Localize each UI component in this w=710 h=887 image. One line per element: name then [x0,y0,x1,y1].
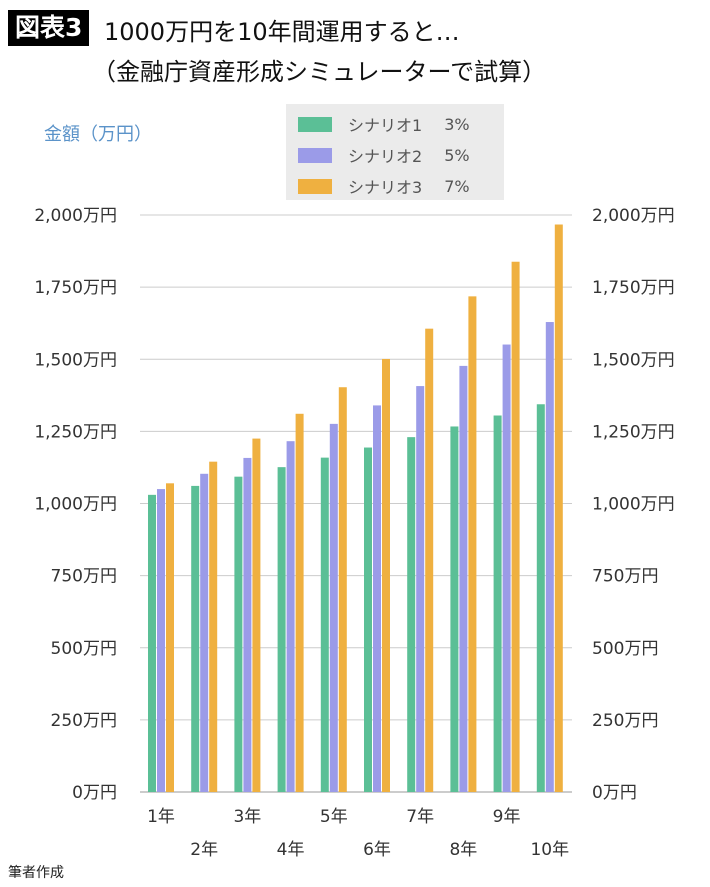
bar-2-7年 [416,386,425,792]
source-note: 筆者作成 [8,865,64,881]
y-tick-label-left: 1,000万円 [34,495,117,515]
x-tick-label: 2年 [190,840,218,860]
x-tick-label: 9年 [493,807,521,827]
bar-3-2年 [209,461,218,792]
bar-2-3年 [243,457,252,792]
x-tick-label: 1年 [147,807,175,827]
y-tick-label-right: 2,000万円 [592,206,675,226]
bar-2-9年 [502,344,511,792]
bar-1-10年 [536,404,545,792]
y-tick-label-left: 250万円 [51,711,117,731]
legend-rate: 7% [444,176,470,196]
y-tick-label-right: 1,250万円 [592,422,675,442]
bar-3-8年 [468,296,477,792]
bar-2-8年 [459,365,468,792]
legend: シナリオ1 3% シナリオ2 5% シナリオ3 7% [286,104,504,200]
bar-2-6年 [373,405,381,792]
y-tick-label-left: 1,750万円 [34,278,117,298]
bar-3-4年 [295,413,304,792]
bar-2-5年 [329,423,338,792]
y-tick-label-right: 1,000万円 [592,495,675,515]
legend-swatch [298,116,332,132]
y-tick-label-right: 1,500万円 [592,350,675,370]
x-tick-label: 5年 [320,807,348,827]
legend-item: シナリオ2 5% [298,143,470,167]
bar-2-10年 [545,322,554,792]
legend-label: シナリオ3 [348,178,423,197]
bar-3-5年 [338,387,347,792]
chart-title: 1000万円を10年間運用すると… [104,18,460,46]
bar-1-4年 [277,467,286,792]
bar-1-9年 [493,415,502,792]
bar-1-8年 [450,426,459,792]
figure-badge: 図表3 [8,10,90,46]
y-tick-label-left: 0万円 [72,783,117,803]
y-tick-label-right: 250万円 [592,711,658,731]
bar-3-9年 [511,261,520,792]
bar-2-1年 [157,489,165,792]
x-tick-label: 4年 [277,840,305,860]
y-tick-label-right: 1,750万円 [592,278,675,298]
y-tick-label-left: 500万円 [51,639,117,659]
bar-1-2年 [191,485,200,792]
x-tick-label: 7年 [406,807,434,827]
y-tick-label-right: 500万円 [592,639,658,659]
legend-label: シナリオ1 [348,116,423,135]
legend-item: シナリオ1 3% [298,112,470,136]
y-tick-label-right: 750万円 [592,567,658,587]
bar-2-4年 [286,441,295,792]
y-tick-label-left: 1,250万円 [34,422,117,442]
legend-swatch [298,178,332,194]
chart-subtitle: （金融庁資産形成シミュレーターで試算） [92,58,547,86]
y-tick-label-right: 0万円 [592,783,637,803]
bar-1-7年 [407,437,416,792]
bar-1-1年 [148,494,156,792]
y-tick-label-left: 2,000万円 [34,206,117,226]
bar-3-3年 [252,438,261,792]
x-tick-label: 3年 [233,807,261,827]
x-tick-label: 10年 [530,840,569,860]
x-tick-label: 6年 [363,840,391,860]
y-axis-label: 金額（万円） [44,124,152,145]
y-tick-label-left: 1,500万円 [34,350,117,370]
bar-3-10年 [554,224,563,792]
bar-1-3年 [234,476,243,792]
bar-3-1年 [166,483,174,792]
legend-item: シナリオ3 7% [298,174,470,198]
legend-rate: 5% [444,145,470,165]
bar-3-7年 [425,328,434,792]
legend-rate: 3% [444,114,470,134]
x-tick-label: 8年 [449,840,477,860]
legend-label: シナリオ2 [348,147,423,166]
bar-1-6年 [364,447,372,792]
y-tick-label-left: 750万円 [51,567,117,587]
bar-2-2年 [200,473,209,792]
bar-1-5年 [320,457,329,792]
legend-swatch [298,147,332,163]
bar-3-6年 [382,358,390,792]
